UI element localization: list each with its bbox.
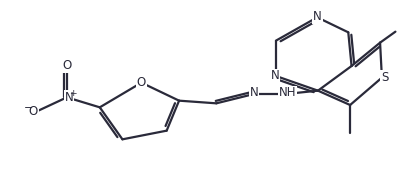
Text: O: O [29, 106, 38, 118]
Text: N: N [64, 91, 73, 104]
Text: O: O [62, 59, 71, 72]
Text: +: + [69, 89, 77, 98]
Text: N: N [312, 10, 321, 23]
Text: O: O [136, 76, 146, 89]
Text: −: − [24, 103, 33, 113]
Text: N: N [249, 86, 258, 100]
Text: N: N [270, 70, 279, 82]
Text: NH: NH [278, 86, 296, 100]
Text: S: S [380, 71, 388, 84]
